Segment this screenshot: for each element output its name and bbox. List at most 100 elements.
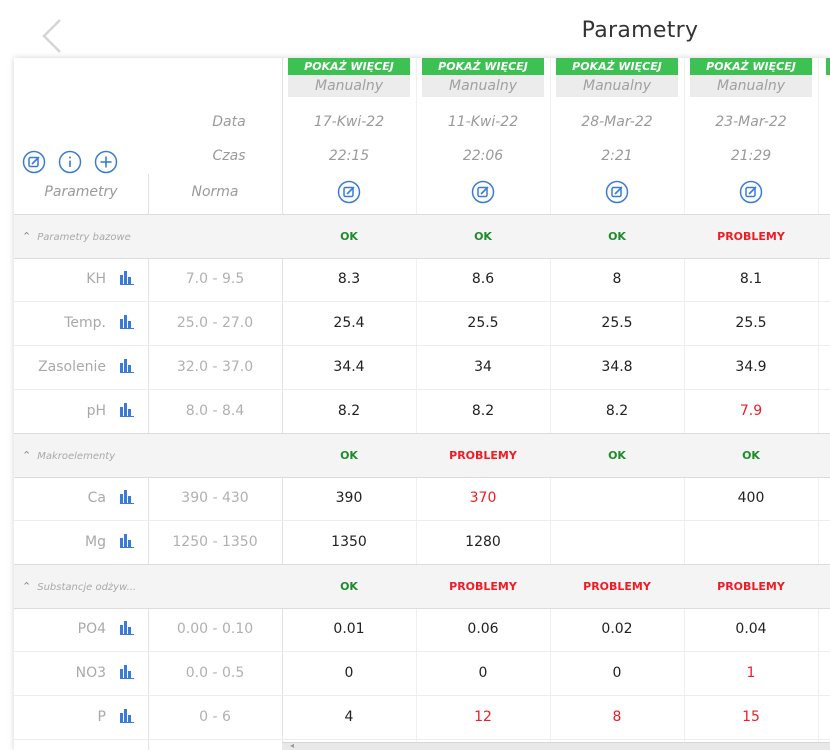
parameter-row: PO4 0.00 - 0.10 0.01 0.06 0.02 0.04 bbox=[14, 607, 830, 652]
reading-date: 23-Mar-22 bbox=[715, 114, 787, 130]
parameter-norm: 32.0 - 37.0 bbox=[176, 359, 254, 375]
parameter-norm: 25.0 - 27.0 bbox=[176, 315, 254, 331]
info-icon[interactable] bbox=[58, 150, 82, 174]
parameter-value: 12 bbox=[474, 709, 492, 725]
source-label: Manualny bbox=[288, 75, 410, 97]
parameter-value: 0 bbox=[612, 665, 622, 681]
reading-time: 21:29 bbox=[730, 148, 772, 164]
column-divider bbox=[550, 58, 551, 750]
section-label: ⌃ Parametry bazowe bbox=[22, 230, 131, 243]
section-status: PROBLEMY bbox=[583, 580, 651, 593]
parameter-row: KH 7.0 - 9.5 8.3 8.6 8 8.1 bbox=[14, 257, 830, 302]
norm-label: Norma bbox=[191, 184, 239, 200]
section-header[interactable]: ⌃ Substancje odżyw... OK PROBLEMY PROBLEMY PR… bbox=[14, 564, 830, 609]
parameter-value: 8.3 bbox=[337, 271, 361, 287]
parameter-norm: 0.0 - 0.5 bbox=[185, 665, 245, 681]
parameter-value: 4 bbox=[344, 709, 354, 725]
parameter-name: PO4 bbox=[77, 621, 106, 637]
section-header[interactable]: ⌃ Makroelementy OK PROBLEMY OK OK bbox=[14, 433, 830, 478]
parameter-row: pH 8.0 - 8.4 8.2 8.2 8.2 7.9 bbox=[14, 389, 830, 434]
parameter-value: 7.9 bbox=[739, 403, 763, 419]
bar-chart-icon[interactable] bbox=[120, 270, 134, 289]
bar-chart-icon[interactable] bbox=[120, 489, 134, 508]
parameter-value bbox=[550, 520, 684, 564]
parameter-value: 34.8 bbox=[601, 359, 633, 375]
parameter-value: 34 bbox=[474, 359, 492, 375]
bar-chart-icon[interactable] bbox=[120, 314, 134, 333]
parameter-value: 8 bbox=[612, 709, 622, 725]
edit-icon[interactable] bbox=[22, 150, 46, 174]
parameter-norm: 0.00 - 0.10 bbox=[176, 621, 254, 637]
bar-chart-icon[interactable] bbox=[120, 358, 134, 377]
parameter-value: 8.2 bbox=[471, 403, 495, 419]
parameter-value: 0 bbox=[478, 665, 488, 681]
parameter-value: 0.06 bbox=[467, 621, 499, 637]
parameter-row: Temp. 25.0 - 27.0 25.4 25.5 25.5 25.5 bbox=[14, 301, 830, 346]
show-more-button[interactable]: POKAŻ WIĘCEJ bbox=[690, 58, 812, 75]
show-more-button[interactable]: POKAŻ WIĘCEJ bbox=[422, 58, 544, 75]
chevron-up-icon[interactable]: ⌃ bbox=[22, 580, 32, 593]
parameter-value bbox=[550, 476, 684, 520]
page-title: Parametry bbox=[581, 18, 699, 43]
bar-chart-icon[interactable] bbox=[120, 708, 134, 727]
add-icon[interactable] bbox=[94, 150, 118, 174]
parameter-value bbox=[684, 520, 818, 564]
bar-chart-icon[interactable] bbox=[120, 620, 134, 639]
section-status: OK bbox=[340, 449, 358, 462]
parameter-value: 25.5 bbox=[467, 315, 499, 331]
bar-chart-icon[interactable] bbox=[120, 533, 134, 552]
divider bbox=[282, 58, 283, 750]
parameter-value: 15 bbox=[742, 709, 760, 725]
parameter-name: Ca bbox=[87, 490, 106, 506]
column-divider bbox=[818, 58, 819, 750]
parameter-value: 25.5 bbox=[601, 315, 633, 331]
edit-icon[interactable] bbox=[337, 180, 361, 208]
parameter-value: 25.5 bbox=[735, 315, 767, 331]
section-label: ⌃ Makroelementy bbox=[22, 449, 116, 462]
edit-icon[interactable] bbox=[605, 180, 629, 208]
parameter-value: 25.4 bbox=[333, 315, 365, 331]
parameter-name: Zasolenie bbox=[38, 359, 106, 375]
reading-date: 11-Kwi-22 bbox=[447, 114, 519, 130]
source-label: Manualny bbox=[556, 75, 678, 97]
parameter-value: 0.04 bbox=[735, 621, 767, 637]
section-status: OK bbox=[340, 580, 358, 593]
parameter-name: P bbox=[97, 709, 106, 725]
show-more-button-partial[interactable] bbox=[826, 58, 830, 75]
chevron-left-icon bbox=[42, 19, 61, 53]
show-more-button[interactable]: POKAŻ WIĘCEJ bbox=[288, 58, 410, 75]
column-divider bbox=[416, 58, 417, 750]
parameter-value: 0 bbox=[344, 665, 354, 681]
parameter-row: Mg 1250 - 1350 1350 1280 bbox=[14, 520, 830, 565]
section-header[interactable]: ⌃ Parametry bazowe OK OK OK PROBLEMY bbox=[14, 214, 830, 259]
bar-chart-icon[interactable] bbox=[120, 402, 134, 421]
parameter-value: 0.02 bbox=[601, 621, 633, 637]
show-more-button[interactable]: POKAŻ WIĘCEJ bbox=[556, 58, 678, 75]
scroll-left-icon[interactable]: ◂ bbox=[290, 741, 295, 750]
parameters-label: Parametry bbox=[44, 184, 118, 200]
chevron-up-icon[interactable]: ⌃ bbox=[22, 449, 32, 462]
reading-date: 28-Mar-22 bbox=[581, 114, 653, 130]
parameter-value: 1 bbox=[746, 665, 756, 681]
back-button[interactable] bbox=[38, 18, 68, 54]
parameter-value: 400 bbox=[737, 490, 765, 506]
edit-icon[interactable] bbox=[471, 180, 495, 208]
chevron-up-icon[interactable]: ⌃ bbox=[22, 230, 32, 243]
parameter-norm: 1250 - 1350 bbox=[172, 534, 258, 550]
section-status: PROBLEMY bbox=[449, 449, 517, 462]
parameter-value: 1350 bbox=[331, 534, 367, 550]
section-status: OK bbox=[608, 230, 626, 243]
parameter-row: Zasolenie 32.0 - 37.0 34.4 34 34.8 34.9 bbox=[14, 345, 830, 390]
parameter-name: pH bbox=[86, 403, 106, 419]
section-status: OK bbox=[340, 230, 358, 243]
parameter-row: NO3 0.0 - 0.5 0 0 0 1 bbox=[14, 651, 830, 696]
edit-icon[interactable] bbox=[739, 180, 763, 208]
bar-chart-icon[interactable] bbox=[120, 664, 134, 683]
parameter-norm: 390 - 430 bbox=[181, 490, 249, 506]
section-status: PROBLEMY bbox=[717, 580, 785, 593]
section-status: PROBLEMY bbox=[717, 230, 785, 243]
parameter-value: 8 bbox=[612, 271, 622, 287]
horizontal-scrollbar[interactable] bbox=[282, 742, 830, 750]
parameter-name: Mg bbox=[85, 534, 106, 550]
parameter-value: 8.1 bbox=[739, 271, 763, 287]
